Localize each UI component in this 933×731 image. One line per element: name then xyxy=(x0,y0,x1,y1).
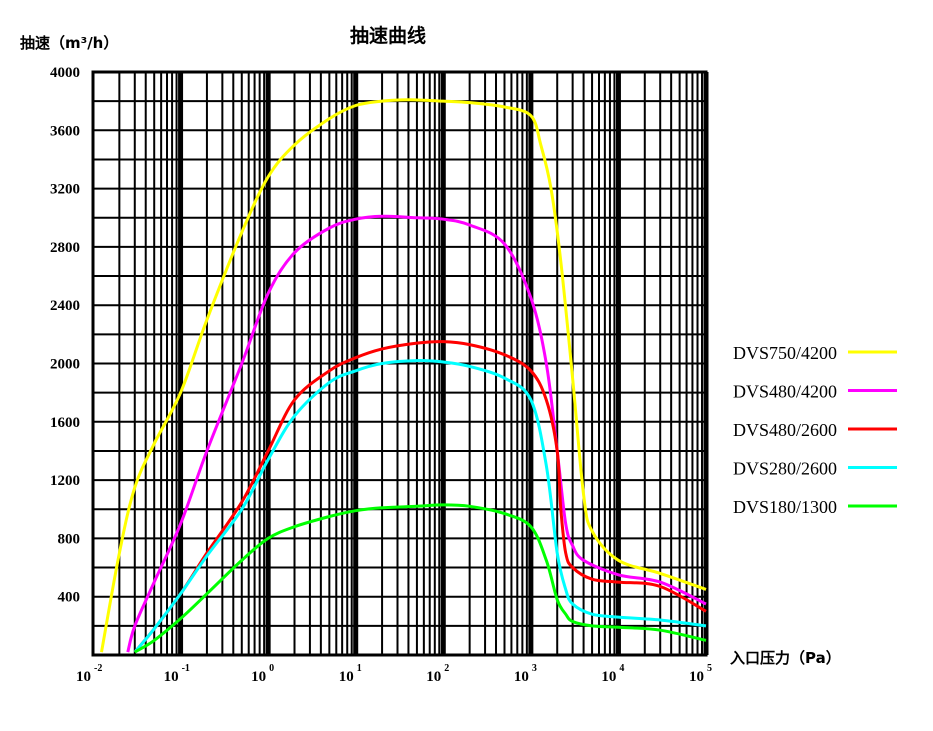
legend-label-dvs750-4200: DVS750/4200 xyxy=(733,343,837,363)
x-tick-label: 103 xyxy=(514,663,537,685)
legend-label-dvs480-4200: DVS480/4200 xyxy=(733,382,837,402)
y-tick-label: 2400 xyxy=(50,298,80,314)
x-tick-exponent: 4 xyxy=(619,663,624,674)
series-line-dvs750-4200 xyxy=(100,98,707,653)
series-line-dvs180-1300 xyxy=(134,503,707,654)
x-tick-exponent: 3 xyxy=(532,663,537,674)
x-tick-base: 10 xyxy=(339,669,354,685)
axis-ticks: 4008001200160020002400280032003600400010… xyxy=(50,65,712,685)
x-tick-base: 10 xyxy=(514,669,529,685)
x-tick-label: 101 xyxy=(339,663,362,685)
series-lines xyxy=(100,98,707,654)
y-axis-label: 抽速（m³/h） xyxy=(20,34,118,52)
x-tick-label: 10-1 xyxy=(164,663,190,685)
x-tick-label: 104 xyxy=(601,663,624,685)
x-tick-base: 10 xyxy=(426,669,441,685)
y-tick-label: 1600 xyxy=(50,415,80,431)
x-tick-label: 102 xyxy=(426,663,449,685)
x-tick-exponent: 1 xyxy=(357,663,362,674)
legend: DVS750/4200 DVS480/4200 DVS480/2600 DVS280/… xyxy=(733,343,897,517)
y-tick-label: 3600 xyxy=(50,123,80,139)
y-tick-label: 800 xyxy=(58,531,81,547)
series-line-dvs480-4200 xyxy=(126,214,707,653)
x-tick-base: 10 xyxy=(251,669,266,685)
x-tick-base: 10 xyxy=(164,669,179,685)
x-tick-base: 10 xyxy=(601,669,616,685)
x-tick-exponent: 5 xyxy=(707,663,712,674)
legend-label-dvs280-2600: DVS280/2600 xyxy=(733,459,837,479)
y-tick-label: 2000 xyxy=(50,357,80,373)
y-tick-label: 2800 xyxy=(50,240,80,256)
x-tick-label: 10-2 xyxy=(76,663,102,685)
series-line-dvs280-2600 xyxy=(133,359,707,654)
x-axis-label: 入口压力（Pa） xyxy=(730,649,841,667)
x-tick-label: 100 xyxy=(251,663,274,685)
legend-label-dvs180-1300: DVS180/1300 xyxy=(733,497,837,517)
y-tick-label: 400 xyxy=(58,590,81,606)
y-tick-label: 1200 xyxy=(50,473,80,489)
chart-title: 抽速曲线 xyxy=(350,24,426,47)
x-tick-exponent: -1 xyxy=(182,663,190,674)
legend-label-dvs480-2600: DVS480/2600 xyxy=(733,420,837,440)
x-tick-base: 10 xyxy=(689,669,704,685)
x-tick-exponent: 0 xyxy=(269,663,274,674)
x-tick-exponent: -2 xyxy=(94,663,102,674)
x-tick-base: 10 xyxy=(76,669,91,685)
y-tick-label: 4000 xyxy=(50,65,80,81)
x-tick-label: 105 xyxy=(689,663,712,685)
plot-grid xyxy=(91,70,709,657)
x-tick-exponent: 2 xyxy=(444,663,449,674)
series-line-dvs480-2600 xyxy=(133,340,707,654)
y-tick-label: 3200 xyxy=(50,182,80,198)
